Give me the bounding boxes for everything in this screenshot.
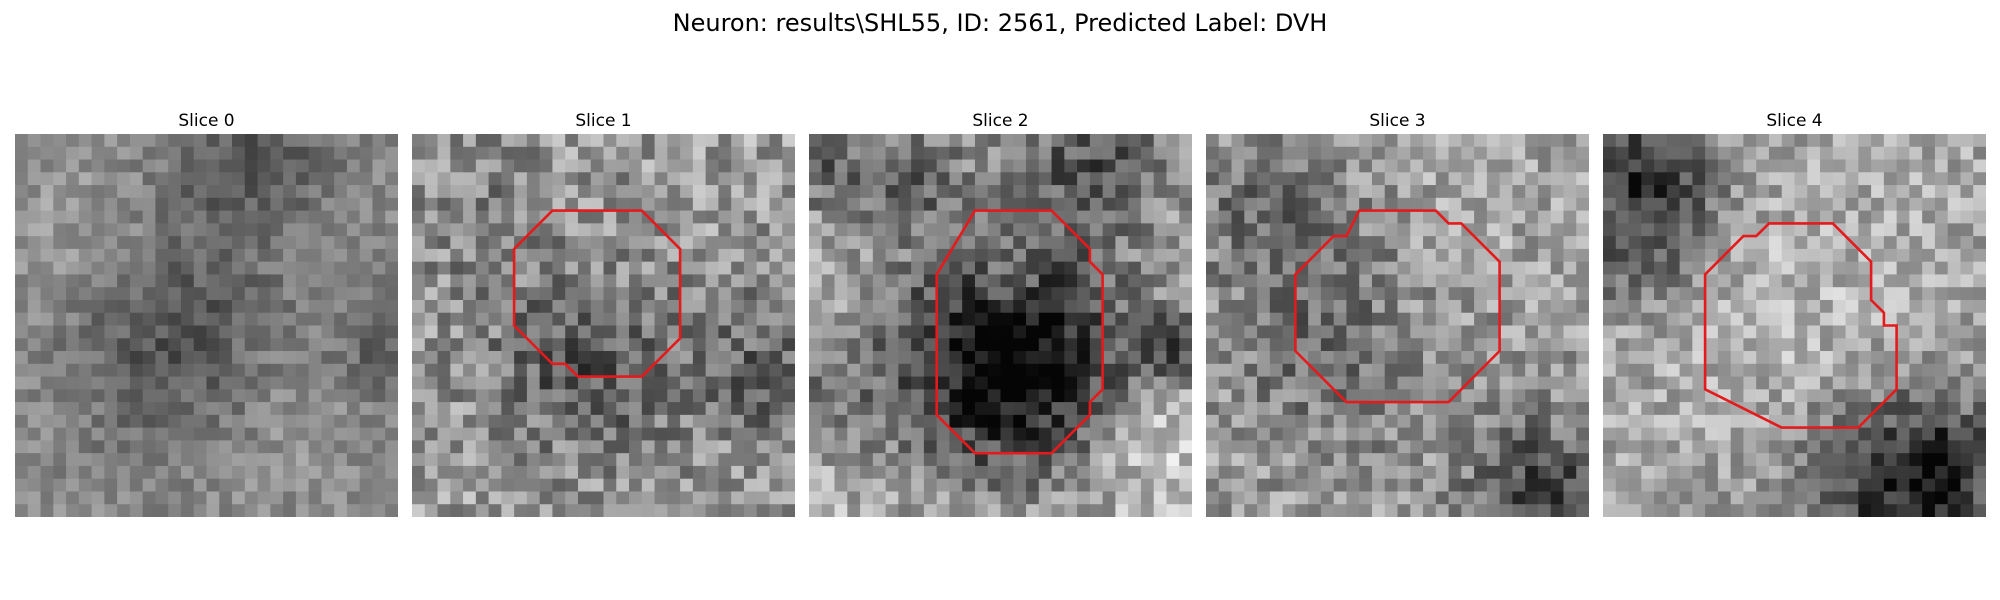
slice-image <box>412 134 795 517</box>
slice-panel-1: Slice 1 <box>412 108 795 517</box>
roi-outline <box>935 209 1104 455</box>
roi-outline <box>1703 222 1898 429</box>
slice-panel-3: Slice 3 <box>1206 108 1589 517</box>
slice-title: Slice 4 <box>1766 111 1823 131</box>
slice-image <box>809 134 1192 517</box>
roi-outline <box>1294 209 1501 404</box>
slice-image <box>1603 134 1986 517</box>
slice-panel-0: Slice 0 <box>15 108 398 517</box>
slice-image <box>15 134 398 517</box>
slice-panel-2: Slice 2 <box>809 108 1192 517</box>
figure-title: Neuron: results\SHL55, ID: 2561, Predict… <box>672 9 1328 37</box>
slice-image <box>1206 134 1589 517</box>
slice-title: Slice 2 <box>972 111 1029 131</box>
slice-panel-4: Slice 4 <box>1603 108 1986 517</box>
slice-title: Slice 3 <box>1369 111 1426 131</box>
roi-outline <box>512 209 682 378</box>
slice-title: Slice 1 <box>575 111 632 131</box>
slice-title: Slice 0 <box>178 111 235 131</box>
